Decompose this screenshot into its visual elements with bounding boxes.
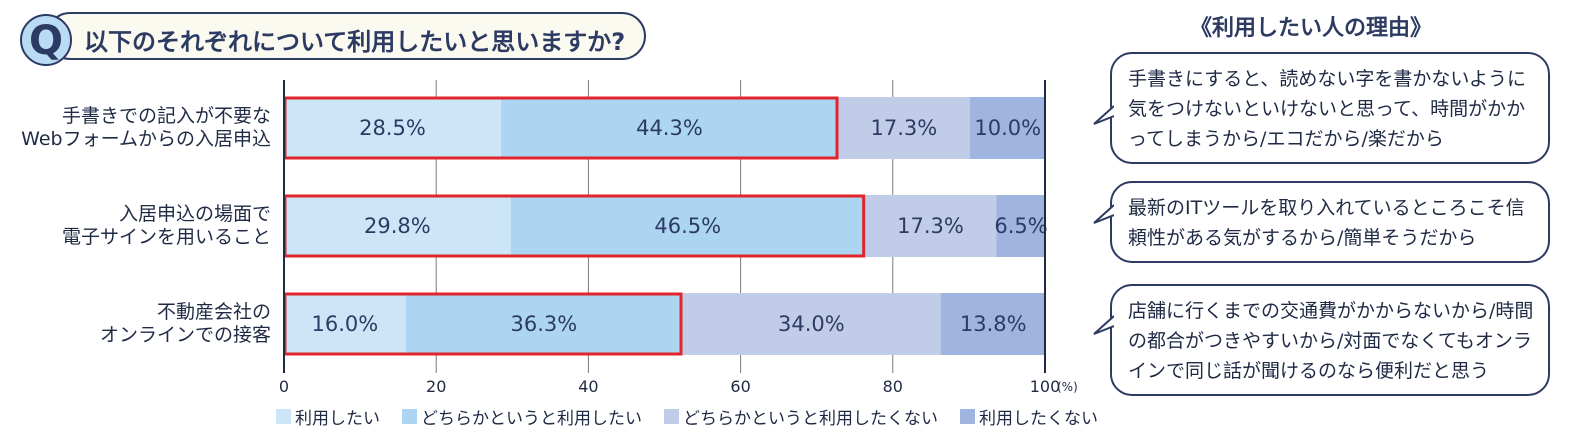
x-tick-label: 80 — [883, 377, 903, 396]
legend-swatch — [664, 409, 679, 424]
data-label: 17.3% — [897, 214, 964, 238]
legend-item: 利用したい — [276, 404, 380, 429]
x-tick-label: 0 — [279, 377, 289, 396]
bar-segment-3-1 — [284, 293, 406, 355]
bubble-tail-icon — [1093, 105, 1114, 125]
legend-label: 利用したくない — [979, 409, 1098, 429]
reason-bubble-3: 店舗に行くまでの交通費がかからないから/時間の都合がつきやすいから/対面でなくて… — [1093, 284, 1550, 396]
chart-legend: 利用したい どちらかというと利用したい どちらかというと利用したくない 利用したくない — [276, 404, 1098, 429]
legend-label: 利用したい — [295, 409, 380, 429]
legend-swatch — [276, 409, 291, 424]
bar-segment-1-1 — [284, 97, 501, 159]
question-pill — [46, 12, 646, 60]
stacked-bar-chart: 28.5% 44.3% 17.3% 10.0% 手書きでの記入が不要なWebフォームから… — [21, 80, 1078, 396]
data-label: 17.3% — [870, 116, 937, 140]
legend-label: どちらかというと利用したい — [421, 409, 642, 429]
bar-segment-2-1 — [284, 195, 511, 257]
x-tick-label: 20 — [426, 377, 446, 396]
x-unit-label: (%) — [1057, 380, 1078, 394]
legend-swatch — [402, 409, 417, 424]
bar-segment-2-3 — [864, 195, 997, 257]
category-label: オンラインでの接客 — [100, 324, 271, 346]
bar-segment-1-4 — [969, 97, 1046, 159]
reason-text: 店舗に行くまでの交通費がかからないから/時間の都合がつきやすいから/対面でなくて… — [1128, 300, 1534, 382]
data-label: 29.8% — [364, 214, 431, 238]
question-text: 以下のそれぞれについて利用したいと思いますか? — [84, 28, 626, 56]
legend-swatch — [960, 409, 975, 424]
reason-bubble-1: 手書きにすると、読めない字を書かないように気をつけないといけないと思って、時間が… — [1093, 52, 1550, 164]
question-header: Q 以下のそれぞれについて利用したいと思いますか? — [20, 12, 650, 66]
data-label: 13.8% — [960, 312, 1027, 336]
bar-segment-3-4 — [940, 293, 1046, 355]
legend-item: どちらかというと利用したくない — [664, 404, 938, 429]
data-label: 6.5% — [994, 214, 1047, 238]
x-tick-label: 40 — [578, 377, 598, 396]
data-label: 44.3% — [636, 116, 703, 140]
legend-item: 利用したくない — [960, 404, 1098, 429]
q-badge: Q — [20, 14, 72, 66]
category-label: Webフォームからの入居申込 — [21, 128, 271, 150]
reasons-title: 《利用したい人の理由》 — [1190, 16, 1433, 41]
legend-label: どちらかというと利用したくない — [683, 409, 938, 429]
data-label: 46.5% — [654, 214, 721, 238]
data-label: 16.0% — [312, 312, 379, 336]
bar-segment-2-4 — [996, 195, 1046, 257]
bubble-tail-icon — [1093, 315, 1114, 335]
reason-text: 手書きにすると、読めない字を書かないように気をつけないといけないと思って、時間が… — [1128, 68, 1527, 150]
legend-item: どちらかというと利用したい — [402, 404, 642, 429]
bar-segment-1-2 — [500, 97, 839, 159]
category-label: 入居申込の場面で — [119, 203, 271, 225]
data-label: 28.5% — [359, 116, 426, 140]
data-label: 10.0% — [974, 116, 1041, 140]
bubble-tail-icon — [1093, 204, 1114, 224]
category-label: 電子サインを用いること — [62, 226, 271, 248]
bar-segment-3-2 — [405, 293, 683, 355]
bar-segment-1-3 — [838, 97, 970, 159]
x-tick-label: 100 — [1030, 377, 1061, 396]
data-label: 34.0% — [778, 312, 845, 336]
data-label: 36.3% — [511, 312, 578, 336]
bar-segment-2-2 — [510, 195, 865, 257]
x-tick-label: 60 — [730, 377, 750, 396]
category-label: 不動産会社の — [157, 301, 271, 323]
reason-bubble-2: 最新のITツールを取り入れているところこそ信頼性がある気がするから/簡単そうだか… — [1093, 181, 1550, 263]
bar-segment-3-3 — [682, 293, 941, 355]
reason-text: 最新のITツールを取り入れているところこそ信頼性がある気がするから/簡単そうだか… — [1128, 197, 1525, 249]
category-label: 手書きでの記入が不要な — [62, 105, 271, 127]
